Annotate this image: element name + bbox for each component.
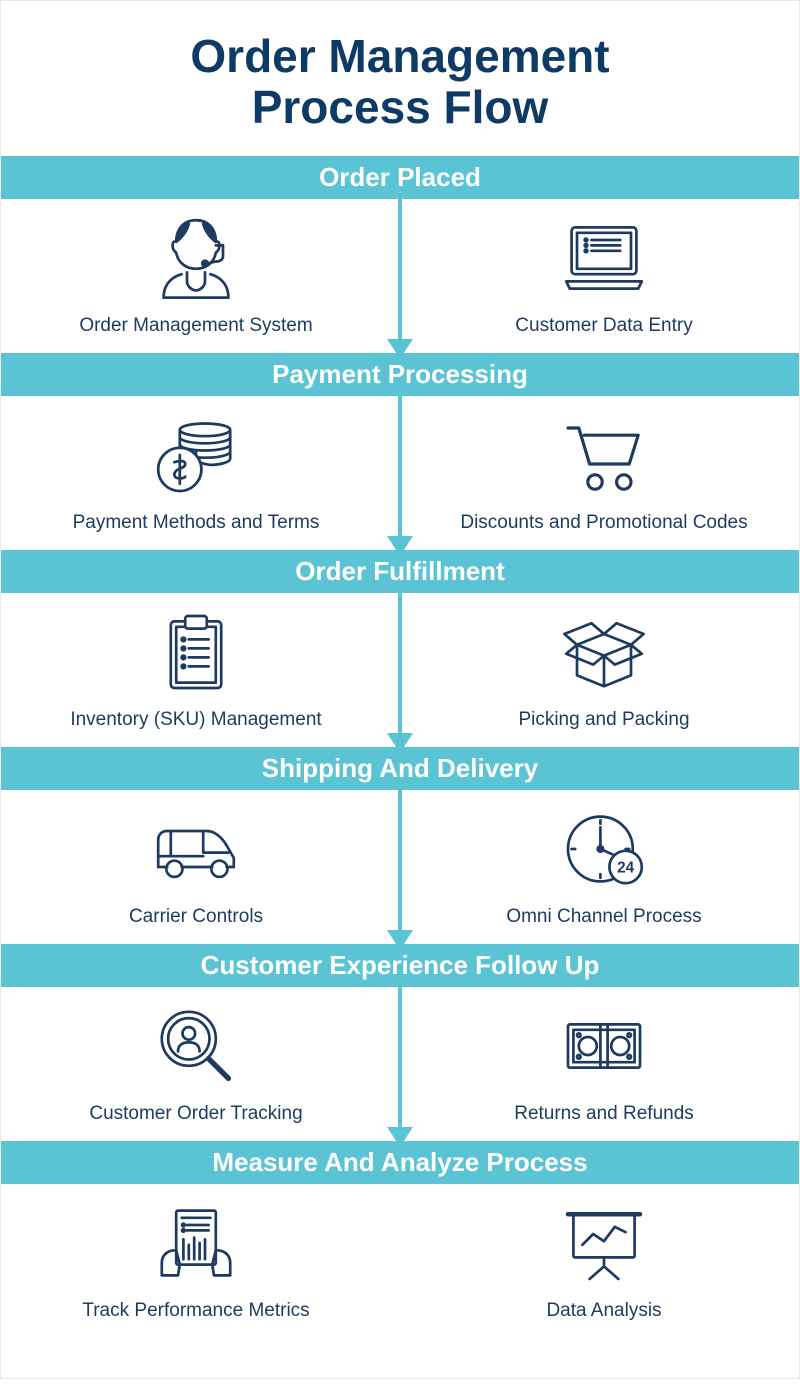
section-shipping-delivery: Carrier Controls 24 Omni Channel Process: [1, 790, 799, 944]
item-omni-channel: 24 Omni Channel Process: [449, 804, 759, 928]
item-payment-methods: Payment Methods and Terms: [41, 410, 351, 534]
magnifier-person-icon: [151, 1001, 241, 1091]
item-track-performance: Track Performance Metrics: [41, 1198, 351, 1322]
title-line-1: Order Management: [190, 30, 609, 82]
item-picking-packing: Picking and Packing: [449, 607, 759, 731]
flow-arrow: [387, 593, 413, 753]
item-order-management-system: Order Management System: [41, 213, 351, 337]
section-measure-analyze: Track Performance Metrics Data Analysis: [1, 1184, 799, 1338]
title-line-2: Process Flow: [252, 81, 549, 133]
clipboard-icon: [151, 607, 241, 697]
stage-bar-payment-processing: Payment Processing: [1, 353, 799, 396]
cash-bills-icon: [559, 1001, 649, 1091]
stage-bar-measure-analyze: Measure And Analyze Process: [1, 1141, 799, 1184]
laptop-icon: [559, 213, 649, 303]
item-inventory-sku: Inventory (SKU) Management: [41, 607, 351, 731]
flow-arrow: [387, 199, 413, 359]
stage-bar-shipping-delivery: Shipping And Delivery: [1, 747, 799, 790]
item-returns-refunds: Returns and Refunds: [449, 1001, 759, 1125]
shopping-cart-icon: [559, 410, 649, 500]
hands-report-icon: [151, 1198, 241, 1288]
open-box-icon: [559, 607, 649, 697]
item-carrier-controls: Carrier Controls: [41, 804, 351, 928]
item-discounts-promo: Discounts and Promotional Codes: [449, 410, 759, 534]
item-label: Omni Channel Process: [506, 906, 701, 928]
item-label: Order Management System: [79, 315, 312, 337]
item-label: Returns and Refunds: [514, 1103, 694, 1125]
section-customer-experience: Customer Order Tracking Returns and Refu…: [1, 987, 799, 1141]
stage-bar-order-placed: Order Placed: [1, 156, 799, 199]
infographic-container: Order Management Process Flow Order Plac…: [0, 0, 800, 1379]
item-customer-data-entry: Customer Data Entry: [449, 213, 759, 337]
item-label: Inventory (SKU) Management: [70, 709, 321, 731]
item-label: Customer Data Entry: [515, 315, 692, 337]
stage-bar-order-fulfillment: Order Fulfillment: [1, 550, 799, 593]
delivery-van-icon: [151, 804, 241, 894]
item-label: Discounts and Promotional Codes: [460, 512, 747, 534]
clock-24-icon: 24: [559, 804, 649, 894]
svg-text:24: 24: [617, 860, 634, 877]
money-coins-icon: [151, 410, 241, 500]
stage-bar-customer-experience: Customer Experience Follow Up: [1, 944, 799, 987]
section-order-fulfillment: Inventory (SKU) Management Picking and P…: [1, 593, 799, 747]
item-label: Payment Methods and Terms: [73, 512, 320, 534]
item-label: Track Performance Metrics: [82, 1300, 309, 1322]
section-payment-processing: Payment Methods and Terms Discounts and …: [1, 396, 799, 550]
item-data-analysis: Data Analysis: [449, 1198, 759, 1322]
flow-arrow: [387, 790, 413, 950]
item-label: Customer Order Tracking: [89, 1103, 302, 1125]
item-customer-order-tracking: Customer Order Tracking: [41, 1001, 351, 1125]
flow-arrow: [387, 987, 413, 1147]
item-label: Data Analysis: [546, 1300, 661, 1322]
support-agent-icon: [151, 213, 241, 303]
item-label: Carrier Controls: [129, 906, 263, 928]
presentation-chart-icon: [559, 1198, 649, 1288]
page-title: Order Management Process Flow: [1, 31, 799, 132]
item-label: Picking and Packing: [518, 709, 689, 731]
flow-arrow: [387, 396, 413, 556]
section-order-placed: Order Management System Customer Data En…: [1, 199, 799, 353]
